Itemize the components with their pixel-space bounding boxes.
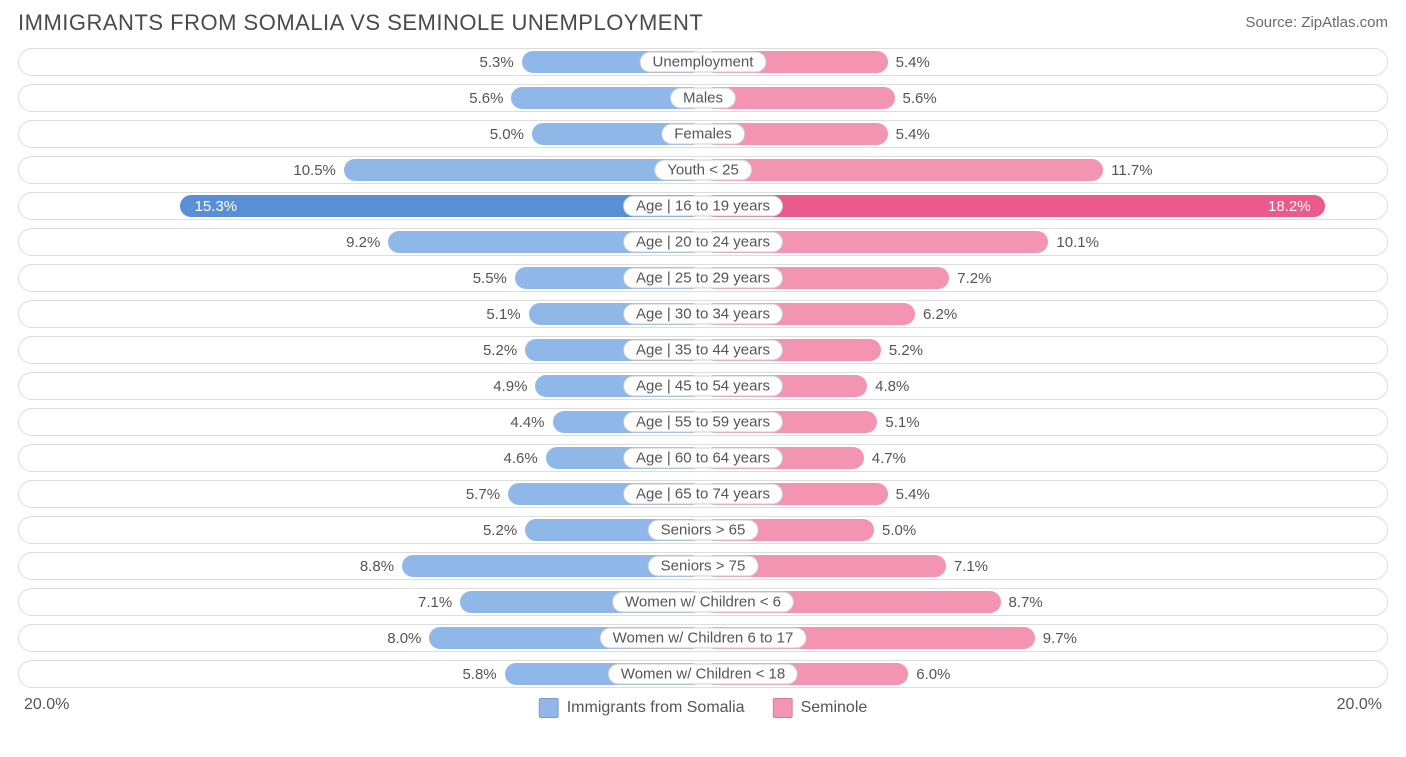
bar-left [344,159,703,181]
bar-row: 15.3% 18.2% Age | 16 to 19 years [18,192,1388,220]
bar-row: 9.2% 10.1% Age | 20 to 24 years [18,228,1388,256]
bar-row: 5.2% 5.0% Seniors > 65 [18,516,1388,544]
value-label-right: 5.2% [881,337,923,363]
value-label-right: 4.8% [867,373,909,399]
value-label-left: 5.0% [490,121,532,147]
value-label-left: 4.4% [510,409,552,435]
bar-row: 5.2% 5.2% Age | 35 to 44 years [18,336,1388,364]
legend: Immigrants from Somalia Seminole [539,698,868,718]
bar-row: 10.5% 11.7% Youth < 25 [18,156,1388,184]
category-label: Unemployment [640,52,767,73]
legend-swatch-right [773,698,793,718]
bar-right [703,195,1325,217]
bar-row: 7.1% 8.7% Women w/ Children < 6 [18,588,1388,616]
value-label-left: 5.1% [486,301,528,327]
bar-row: 8.0% 9.7% Women w/ Children 6 to 17 [18,624,1388,652]
value-label-right: 11.7% [1103,157,1152,183]
category-label: Females [661,124,745,145]
value-label-right: 10.1% [1048,229,1099,255]
chart-source: Source: ZipAtlas.com [1245,10,1388,31]
value-label-left: 5.8% [462,661,504,687]
axis-max-right: 20.0% [1337,696,1382,714]
value-label-right: 7.1% [946,553,988,579]
value-label-left: 5.2% [483,517,525,543]
value-label-left: 4.9% [493,373,535,399]
category-label: Males [670,88,736,109]
value-label-left: 10.5% [293,157,344,183]
bar-row: 5.3% 5.4% Unemployment [18,48,1388,76]
category-label: Age | 20 to 24 years [623,232,783,253]
category-label: Age | 65 to 74 years [623,484,783,505]
value-label-left: 5.7% [466,481,508,507]
chart-header: IMMIGRANTS FROM SOMALIA VS SEMINOLE UNEM… [0,0,1406,42]
value-label-left: 7.1% [418,589,460,615]
value-label-right: 5.6% [895,85,937,111]
value-label-right: 9.7% [1035,625,1077,651]
value-label-left: 4.6% [503,445,545,471]
chart-title: IMMIGRANTS FROM SOMALIA VS SEMINOLE UNEM… [18,10,703,36]
category-label: Women w/ Children 6 to 17 [600,628,807,649]
category-label: Youth < 25 [654,160,752,181]
value-label-left: 5.2% [483,337,525,363]
value-label-right: 5.4% [888,49,930,75]
value-label-right: 18.2% [1268,193,1319,219]
value-label-right: 5.1% [877,409,919,435]
diverging-bar-chart: 5.3% 5.4% Unemployment 5.6% 5.6% Males 5.0% 5.4… [0,42,1406,688]
value-label-left: 5.3% [480,49,522,75]
bar-row: 8.8% 7.1% Seniors > 75 [18,552,1388,580]
axis-max-left: 20.0% [24,696,69,714]
category-label: Age | 25 to 29 years [623,268,783,289]
category-label: Age | 30 to 34 years [623,304,783,325]
value-label-left: 5.6% [469,85,511,111]
bar-right [703,159,1103,181]
category-label: Women w/ Children < 6 [612,592,794,613]
category-label: Age | 45 to 54 years [623,376,783,397]
bar-row: 5.8% 6.0% Women w/ Children < 18 [18,660,1388,688]
category-label: Women w/ Children < 18 [608,664,798,685]
bar-row: 4.4% 5.1% Age | 55 to 59 years [18,408,1388,436]
category-label: Seniors > 65 [648,520,759,541]
value-label-right: 4.7% [864,445,906,471]
value-label-left: 8.0% [387,625,429,651]
value-label-left: 15.3% [187,193,238,219]
category-label: Age | 60 to 64 years [623,448,783,469]
value-label-right: 7.2% [949,265,991,291]
category-label: Seniors > 75 [648,556,759,577]
category-label: Age | 35 to 44 years [623,340,783,361]
bar-row: 5.1% 6.2% Age | 30 to 34 years [18,300,1388,328]
legend-item-right: Seminole [773,698,868,718]
value-label-right: 5.4% [888,481,930,507]
bar-row: 5.6% 5.6% Males [18,84,1388,112]
chart-footer: 20.0% 20.0% Immigrants from Somalia Semi… [0,696,1406,746]
value-label-right: 8.7% [1001,589,1043,615]
value-label-left: 5.5% [473,265,515,291]
bar-row: 4.9% 4.8% Age | 45 to 54 years [18,372,1388,400]
legend-swatch-left [539,698,559,718]
value-label-right: 6.0% [908,661,950,687]
legend-label-left: Immigrants from Somalia [567,699,745,717]
value-label-left: 8.8% [360,553,402,579]
bar-row: 5.7% 5.4% Age | 65 to 74 years [18,480,1388,508]
bar-row: 5.5% 7.2% Age | 25 to 29 years [18,264,1388,292]
bar-row: 4.6% 4.7% Age | 60 to 64 years [18,444,1388,472]
legend-item-left: Immigrants from Somalia [539,698,745,718]
value-label-left: 9.2% [346,229,388,255]
bar-row: 5.0% 5.4% Females [18,120,1388,148]
category-label: Age | 16 to 19 years [623,196,783,217]
value-label-right: 6.2% [915,301,957,327]
value-label-right: 5.4% [888,121,930,147]
legend-label-right: Seminole [801,699,868,717]
value-label-right: 5.0% [874,517,916,543]
category-label: Age | 55 to 59 years [623,412,783,433]
